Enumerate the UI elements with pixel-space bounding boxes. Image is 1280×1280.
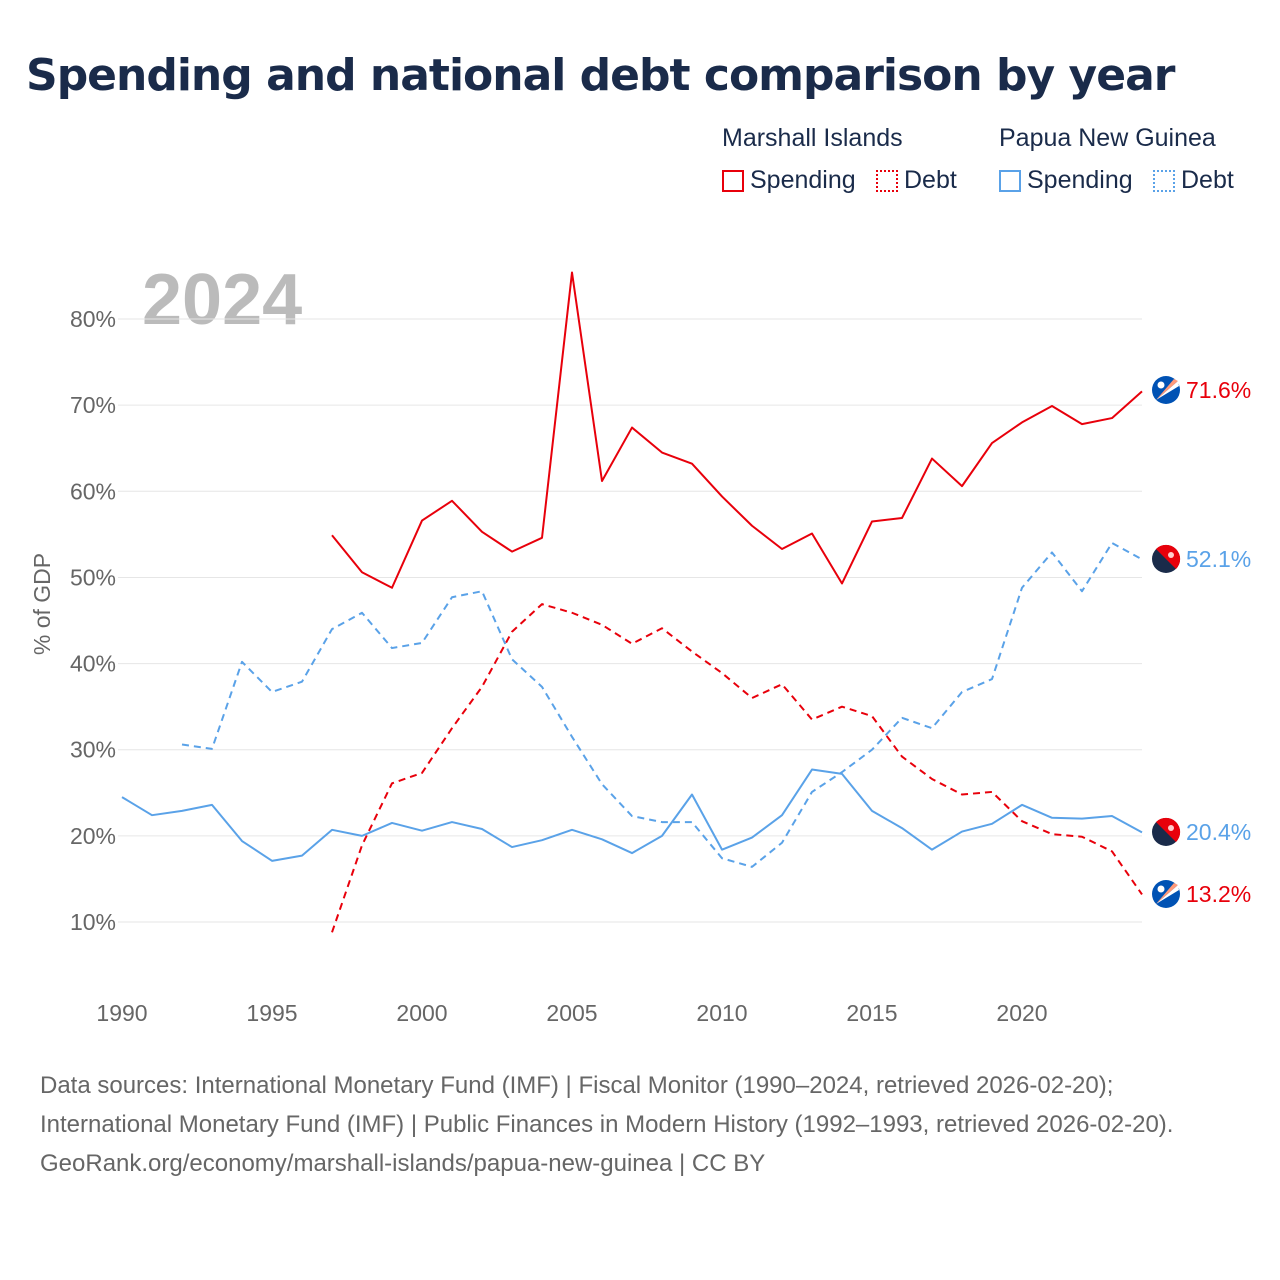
legend-label: Debt [1181,166,1234,194]
y-tick-label: 20% [70,823,116,849]
series-line-papua-new-guinea-spending [121,768,1143,862]
legend-swatch-dotted-red [876,169,898,192]
y-tick-label: 50% [70,564,116,590]
series-line-marshall-islands-spending [331,271,1143,589]
legend-swatch-solid-blue [999,169,1021,192]
legend-mh-spending[interactable]: Spending [722,166,856,195]
x-tick-label: 1990 [96,1000,147,1026]
series-line-papua-new-guinea-debt [181,541,1143,868]
series-line-marshall-islands-debt [331,603,1143,933]
footer: Data sources: International Monetary Fun… [40,1066,1240,1183]
marshall-islands-flag-icon [1152,376,1180,404]
data-sources: Data sources: International Monetary Fun… [40,1072,1174,1138]
chart-title: Spending and national debt comparison by… [26,50,1175,101]
marshall-islands-flag-icon [1152,880,1180,908]
x-tick-label: 2015 [846,1000,897,1026]
legend-swatch-solid-red [722,169,744,192]
legend-pg-debt[interactable]: Debt [1153,166,1234,195]
end-value-label: 13.2% [1186,881,1251,907]
legend-mh-debt[interactable]: Debt [876,166,957,195]
y-axis-label: % of GDP [29,553,55,655]
year-watermark: 2024 [142,260,302,340]
papua-new-guinea-flag-icon [1152,817,1181,846]
y-tick-label: 60% [70,478,116,504]
x-tick-label: 2005 [546,1000,597,1026]
legend-label: Spending [750,166,856,194]
legend-pg-spending[interactable]: Spending [999,166,1133,195]
y-tick-label: 80% [70,306,116,332]
x-tick-label: 2010 [696,1000,747,1026]
x-tick-label: 2020 [996,1000,1047,1026]
legend-label: Spending [1027,166,1133,194]
y-tick-label: 10% [70,909,116,935]
legend-swatch-dotted-blue [1153,169,1175,192]
y-tick-label: 40% [70,651,116,677]
source-link[interactable]: GeoRank.org/economy/marshall-islands/pap… [40,1150,766,1177]
y-tick-label: 70% [70,392,116,418]
legend-label: Debt [904,166,957,194]
x-tick-label: 2000 [396,1000,447,1026]
papua-new-guinea-flag-icon [1152,544,1181,573]
legend-group-papua-new-guinea: Papua New Guinea [999,124,1216,152]
end-value-label: 52.1% [1186,546,1251,572]
end-value-label: 20.4% [1186,819,1251,845]
end-value-label: 71.6% [1186,377,1251,403]
legend-group-marshall-islands: Marshall Islands [722,124,903,152]
y-tick-label: 30% [70,737,116,763]
line-chart: 2024 % of GDP 10% 20% 30% 40% 50% 60% 70% 80% 19… [29,260,1251,1026]
x-tick-label: 1995 [246,1000,297,1026]
